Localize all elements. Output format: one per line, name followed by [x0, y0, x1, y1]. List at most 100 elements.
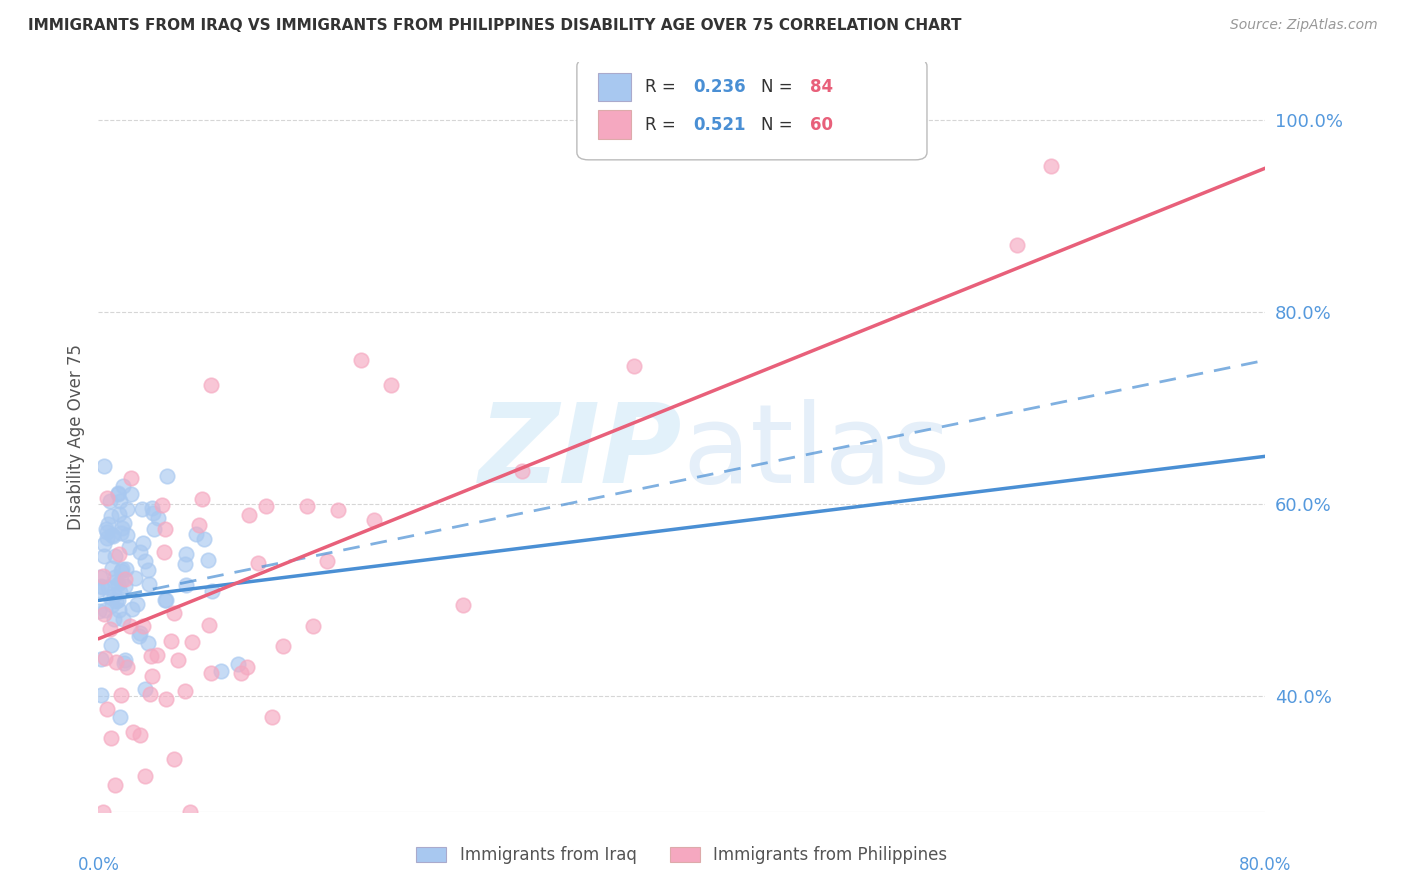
Point — [316, 554, 339, 568]
Point — [132, 535, 155, 549]
Point — [101, 529, 124, 543]
Point — [111, 521, 134, 535]
Point — [104, 656, 127, 670]
Point — [451, 598, 474, 612]
Point — [110, 688, 132, 702]
Point — [141, 501, 163, 516]
Point — [89, 569, 111, 583]
Point — [93, 549, 115, 563]
Point — [155, 692, 177, 706]
Point — [110, 574, 132, 589]
Point — [104, 574, 127, 589]
Point — [136, 563, 159, 577]
Point — [229, 665, 252, 680]
Point — [1040, 159, 1063, 173]
Point — [107, 603, 129, 617]
Point — [159, 633, 181, 648]
Point — [200, 377, 222, 392]
Point — [641, 103, 664, 118]
Point — [134, 769, 156, 783]
Point — [110, 584, 132, 599]
Text: Source: ZipAtlas.com: Source: ZipAtlas.com — [1230, 18, 1378, 32]
Point — [197, 617, 219, 632]
Point — [200, 665, 222, 680]
Point — [138, 576, 160, 591]
Point — [153, 522, 176, 536]
Point — [173, 557, 195, 571]
Point — [188, 518, 211, 533]
Point — [114, 579, 136, 593]
Point — [141, 648, 163, 663]
Point — [94, 651, 117, 665]
Point — [129, 625, 152, 640]
Text: N =: N = — [761, 116, 799, 134]
Point — [134, 681, 156, 696]
Point — [103, 612, 125, 626]
Point — [112, 656, 135, 670]
Point — [128, 629, 150, 643]
Point — [114, 653, 136, 667]
Text: ZIP: ZIP — [478, 399, 682, 506]
Point — [121, 601, 143, 615]
Point — [146, 648, 169, 662]
Point — [112, 612, 135, 626]
Point — [91, 805, 114, 819]
Point — [328, 502, 350, 516]
Point — [89, 604, 111, 618]
Point — [201, 583, 224, 598]
Point — [87, 583, 110, 598]
Point — [142, 522, 165, 536]
Point — [117, 528, 139, 542]
Point — [193, 532, 215, 546]
Point — [510, 464, 533, 478]
Point — [236, 660, 259, 674]
Text: R =: R = — [644, 78, 681, 96]
Point — [163, 752, 186, 766]
Point — [107, 576, 129, 591]
Point — [363, 513, 385, 527]
Point — [1007, 238, 1029, 252]
Point — [118, 540, 141, 554]
Point — [101, 599, 124, 613]
Point — [197, 553, 219, 567]
Point — [98, 494, 121, 508]
Point — [153, 593, 176, 607]
Point — [155, 592, 177, 607]
Point — [110, 494, 132, 508]
Point — [90, 652, 112, 666]
Point — [209, 664, 232, 678]
Y-axis label: Disability Age Over 75: Disability Age Over 75 — [66, 344, 84, 530]
Text: atlas: atlas — [682, 399, 950, 506]
Point — [94, 603, 117, 617]
Point — [174, 577, 197, 591]
Point — [150, 499, 173, 513]
Point — [96, 524, 118, 539]
Point — [97, 580, 120, 594]
Text: 60: 60 — [810, 116, 834, 134]
Point — [120, 618, 142, 632]
Point — [139, 687, 162, 701]
Point — [94, 522, 117, 536]
Point — [101, 528, 124, 542]
Point — [107, 593, 129, 607]
Point — [108, 548, 131, 562]
Point — [131, 502, 153, 516]
Point — [128, 545, 150, 559]
Text: 80.0%: 80.0% — [1239, 856, 1292, 874]
Text: R =: R = — [644, 116, 681, 134]
Point — [101, 561, 124, 575]
Point — [271, 639, 294, 653]
Point — [238, 508, 260, 523]
Point — [103, 589, 125, 603]
Point — [107, 485, 129, 500]
Point — [104, 778, 127, 792]
Point — [111, 562, 134, 576]
Point — [156, 469, 179, 483]
Point — [256, 499, 278, 513]
Point — [623, 359, 645, 374]
Point — [141, 669, 163, 683]
Point — [93, 607, 115, 621]
Point — [91, 568, 114, 582]
FancyBboxPatch shape — [598, 111, 630, 139]
Point — [174, 547, 197, 561]
